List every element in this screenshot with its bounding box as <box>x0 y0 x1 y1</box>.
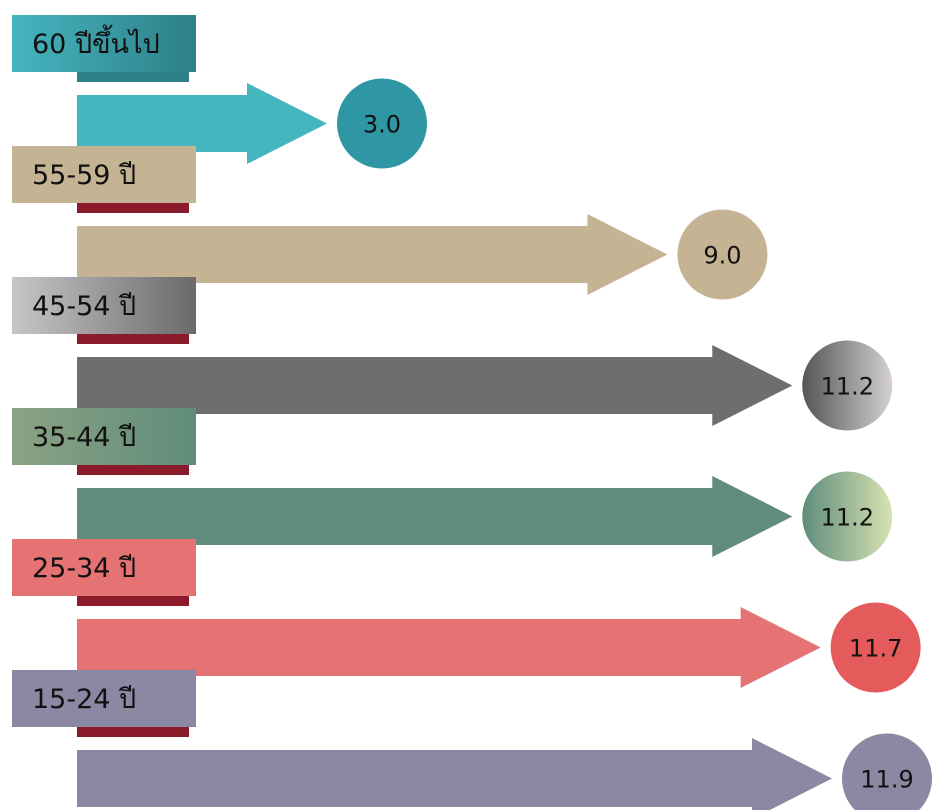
category-label: 15-24 ปี <box>32 684 136 715</box>
value-arrow <box>77 345 793 426</box>
value-arrow <box>77 83 327 164</box>
value-circle <box>802 471 893 562</box>
value-circle <box>830 602 921 693</box>
row-6: 15-24 ปี 11.9 <box>12 670 932 810</box>
value-arrow <box>77 214 668 295</box>
value-label: 3.0 <box>363 111 401 139</box>
row-5: 25-34 ปี 11.7 <box>12 539 921 693</box>
value-arrow <box>77 476 793 557</box>
tag-fold <box>77 465 189 475</box>
value-label: 11.2 <box>821 504 874 532</box>
value-circle <box>842 733 932 810</box>
category-label: 60 ปีขึ้นไป <box>32 24 160 60</box>
value-arrow <box>77 738 832 810</box>
category-tag <box>12 670 196 727</box>
value-arrow <box>77 607 821 688</box>
value-label: 11.7 <box>849 635 902 663</box>
value-circle <box>677 209 768 300</box>
tag-fold <box>77 334 189 344</box>
category-tag <box>12 539 196 596</box>
category-label: 55-59 ปี <box>32 160 136 191</box>
value-label: 9.0 <box>703 242 741 270</box>
tag-fold <box>77 203 189 213</box>
tag-fold <box>77 727 189 737</box>
row-4: 35-44 ปี 11.2 <box>12 408 893 562</box>
value-label: 11.9 <box>860 766 913 794</box>
tag-fold <box>77 72 189 82</box>
value-circle <box>802 340 893 431</box>
tag-fold <box>77 596 189 606</box>
category-label: 35-44 ปี <box>32 422 136 453</box>
category-label: 45-54 ปี <box>32 291 136 322</box>
row-1: 60 ปีขึ้นไป 3.0 <box>12 15 427 169</box>
category-tag <box>12 15 196 72</box>
value-circle <box>337 78 427 169</box>
row-3: 45-54 ปี 11.2 <box>12 277 893 431</box>
row-2: 55-59 ปี 9.0 <box>12 146 768 300</box>
category-label: 25-34 ปี <box>32 553 136 584</box>
category-tag <box>12 408 196 465</box>
category-tag <box>12 146 196 203</box>
value-label: 11.2 <box>821 373 874 401</box>
category-tag <box>12 277 196 334</box>
